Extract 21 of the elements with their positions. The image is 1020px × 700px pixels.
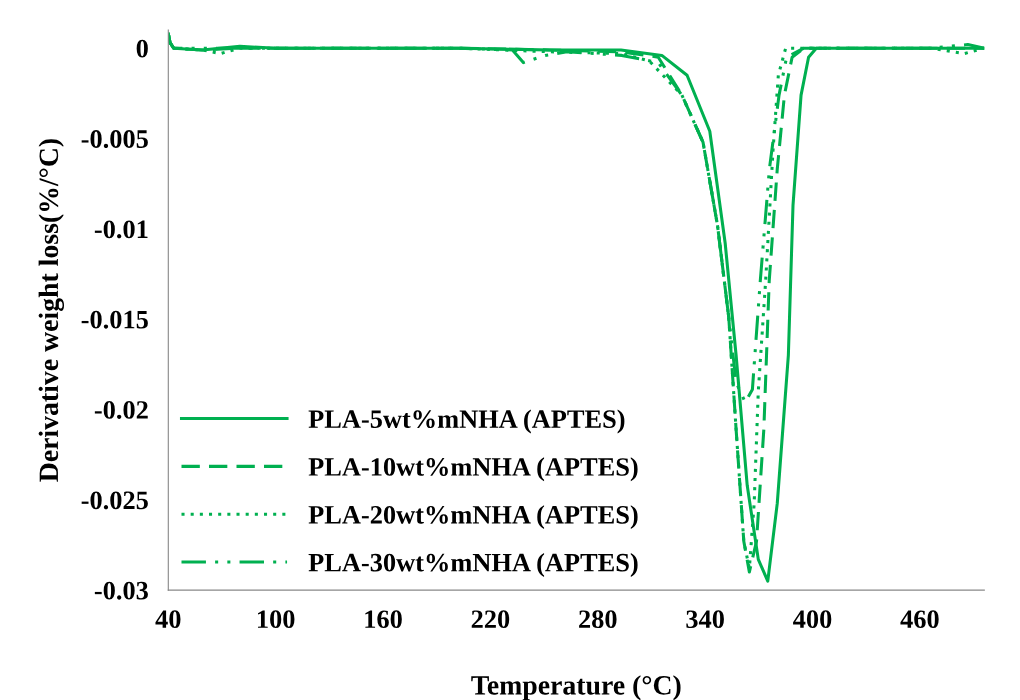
y-tick-label: -0.01 — [94, 220, 148, 239]
x-tick-label: 340 — [686, 610, 724, 629]
legend-label: PLA-5wt%mNHA (APTES) — [308, 409, 625, 434]
x-tick-label: 400 — [793, 610, 832, 629]
y-axis-title: Derivative weight loss(%/°C) — [38, 139, 65, 482]
x-tick-label: 280 — [579, 610, 617, 629]
legend-label: PLA-20wt%mNHA (APTES) — [308, 505, 638, 530]
legend-label: PLA-30wt%mNHA (APTES) — [308, 552, 638, 577]
x-tick-label: 220 — [471, 610, 510, 629]
legend-label: PLA-10wt%mNHA (APTES) — [308, 457, 638, 482]
y-tick-label: 0 — [136, 39, 148, 58]
x-tick-label: 460 — [900, 610, 939, 629]
y-tick-label: -0.02 — [94, 401, 148, 419]
y-tick-label: -0.03 — [94, 581, 148, 600]
x-tick-label: 160 — [365, 610, 402, 629]
y-tick-label: -0.015 — [81, 310, 148, 329]
x-tick-label: 100 — [257, 610, 295, 629]
y-tick-label: -0.005 — [81, 130, 148, 149]
x-axis-title: Temperature (°C) — [471, 675, 681, 700]
y-tick-label: -0.025 — [81, 491, 148, 510]
x-tick-label: 40 — [155, 610, 181, 629]
